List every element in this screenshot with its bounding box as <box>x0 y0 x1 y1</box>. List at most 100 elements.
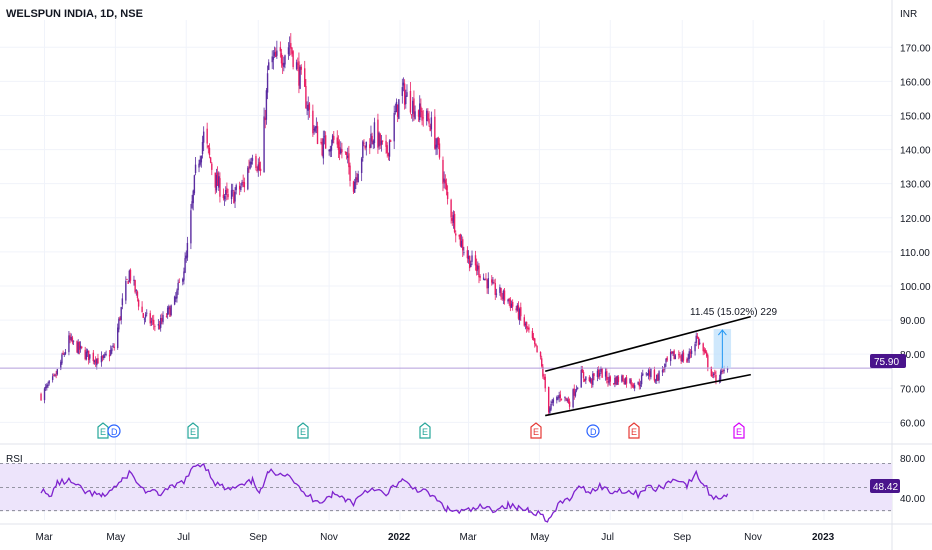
candle-body <box>328 149 330 152</box>
candle-body <box>379 134 381 146</box>
candle-body <box>337 141 340 151</box>
candle-body <box>536 345 538 353</box>
candle-body <box>552 399 555 403</box>
candle-body <box>176 290 178 299</box>
candle-body <box>624 378 627 385</box>
candle-body <box>207 145 210 148</box>
candle-body <box>572 389 574 408</box>
candle-body <box>133 279 135 281</box>
candle-body <box>471 255 473 262</box>
earnings-marker-icon[interactable]: E <box>530 422 542 439</box>
candle-body <box>436 138 438 148</box>
candle-body <box>215 174 218 191</box>
earnings-marker-icon[interactable]: E <box>187 422 199 439</box>
candle-body <box>574 391 577 396</box>
candle-body <box>69 335 71 340</box>
candle-body <box>68 335 70 353</box>
candle-body <box>345 152 348 155</box>
earnings-marker-icon[interactable]: E <box>419 422 431 439</box>
candle-body <box>517 305 520 319</box>
candle-body <box>227 194 229 198</box>
candle-body <box>315 126 318 129</box>
candle-body <box>141 306 143 313</box>
earnings-marker-icon[interactable]: E <box>733 422 745 439</box>
candle-body <box>582 371 585 379</box>
candle-body <box>417 110 420 117</box>
candle-body <box>557 397 559 399</box>
candle-body <box>249 161 251 169</box>
candle-body <box>266 73 269 93</box>
candle-body <box>629 378 631 383</box>
candle-body <box>64 351 67 355</box>
candle-body <box>539 351 542 357</box>
candle-body <box>689 352 692 354</box>
earnings-marker-icon[interactable]: E <box>97 422 109 439</box>
candle-body <box>62 352 64 355</box>
earnings-marker-icon[interactable]: E <box>297 422 309 439</box>
candle-body <box>541 358 543 367</box>
candle-body <box>40 393 42 401</box>
candle-body <box>241 182 243 186</box>
candle-body <box>70 336 72 341</box>
candle-body <box>638 382 640 387</box>
candle-body <box>401 87 404 96</box>
candle-body <box>532 337 535 340</box>
candle-body <box>510 303 513 308</box>
candle-body <box>588 377 591 382</box>
candle-body <box>549 408 551 413</box>
dividend-marker-icon[interactable]: D <box>107 424 121 438</box>
svg-text:E: E <box>100 427 106 437</box>
candle-body <box>613 383 615 385</box>
candle-body <box>631 385 634 387</box>
candle-body <box>348 153 350 168</box>
candle-body <box>54 374 56 376</box>
x-tick-label: 2022 <box>388 532 411 543</box>
candle-body <box>264 117 266 121</box>
candle-body <box>678 354 680 356</box>
candle-body <box>162 315 164 323</box>
candle-body <box>121 298 124 306</box>
dividend-marker-icon[interactable]: D <box>586 424 600 438</box>
currency-label: INR <box>900 9 917 20</box>
candle-body <box>388 140 391 157</box>
candle-body <box>550 403 552 410</box>
candle-body <box>567 399 570 404</box>
candle-body <box>225 190 227 195</box>
candle-body <box>542 366 544 377</box>
candle-body <box>143 318 146 320</box>
candle-body <box>565 397 567 400</box>
candle-body <box>556 397 558 401</box>
channel-upper-trendline[interactable] <box>544 315 752 372</box>
svg-text:E: E <box>190 427 196 437</box>
channel-lower-trendline[interactable] <box>545 373 751 417</box>
candle-body <box>647 370 650 376</box>
candle-body <box>705 352 708 357</box>
candle-body <box>173 296 176 305</box>
candle-body <box>531 330 534 339</box>
candle-body <box>151 319 154 321</box>
rsi-badge-bg <box>870 479 900 493</box>
candle-body <box>580 369 582 388</box>
annotations[interactable] <box>544 315 752 417</box>
candle-body <box>291 47 293 54</box>
earnings-marker-icon[interactable]: E <box>628 422 640 439</box>
candle-body <box>144 314 147 318</box>
candle-body <box>371 135 373 142</box>
candle-body <box>616 375 618 385</box>
candle-body <box>646 374 649 376</box>
candle-body <box>92 352 95 362</box>
candle-body <box>590 379 593 384</box>
candle-body <box>226 188 228 193</box>
candle-body <box>487 278 489 289</box>
candle-body <box>78 341 81 350</box>
candle-body <box>722 370 724 372</box>
candle-body <box>547 386 550 413</box>
candle-body <box>357 174 359 183</box>
candle-body <box>279 47 282 52</box>
candle-body <box>723 369 725 372</box>
svg-text:D: D <box>590 427 597 437</box>
candle-body <box>452 215 455 224</box>
candle-body <box>560 398 563 400</box>
